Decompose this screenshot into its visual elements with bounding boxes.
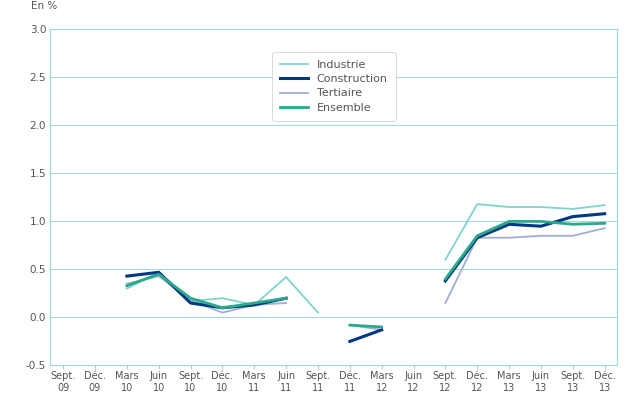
Text: En %: En % xyxy=(30,1,57,11)
Legend: Industrie, Construction, Tertiaire, Ensemble: Industrie, Construction, Tertiaire, Ense… xyxy=(272,52,396,121)
